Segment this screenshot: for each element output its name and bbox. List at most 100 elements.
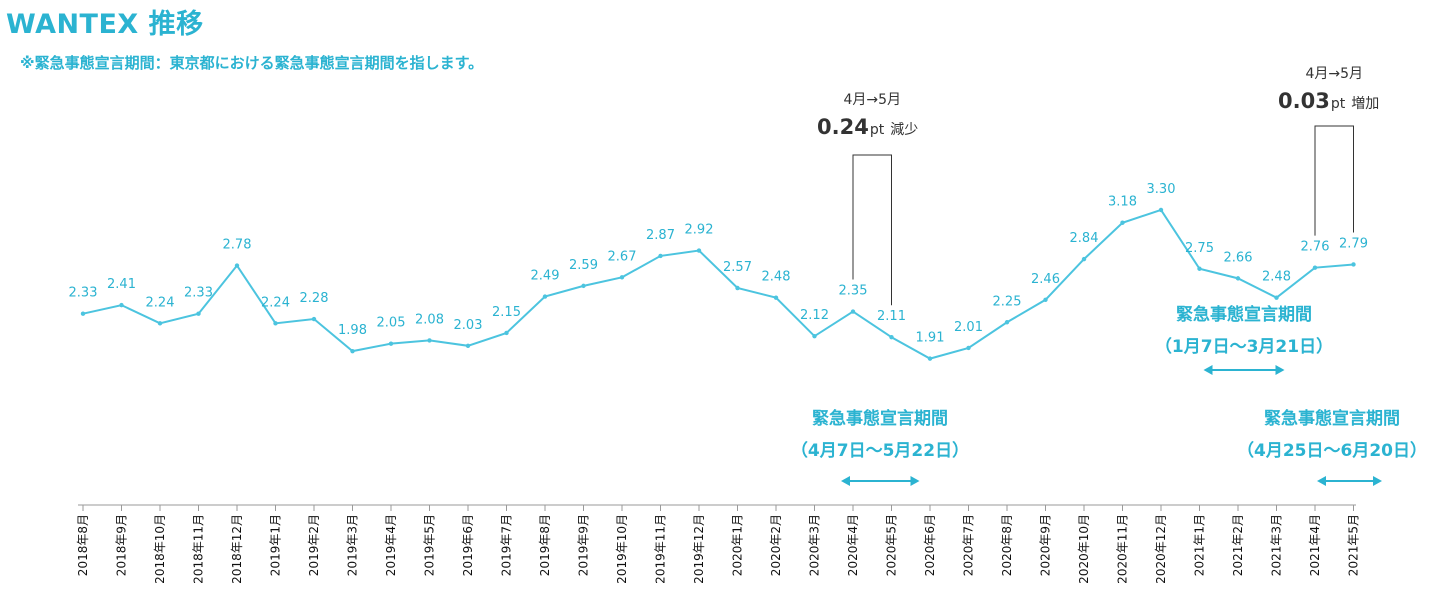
annotation-value: 0.03 — [1278, 89, 1330, 113]
x-tick-label: 2019年9月 — [577, 514, 591, 576]
x-tick-label: 2021年5月 — [1347, 514, 1361, 576]
annotation-direction: 減少 — [890, 121, 918, 138]
period-title: 緊急事態宣言期間 — [1264, 408, 1400, 429]
x-tick-label: 2020年10月 — [1077, 514, 1091, 584]
data-point — [850, 309, 856, 314]
data-label: 3.30 — [1147, 182, 1176, 197]
data-label: 2.92 — [685, 223, 714, 238]
data-point — [504, 330, 509, 336]
period-arrow-left — [1317, 476, 1326, 486]
period-range: （1月7日～3月21日） — [1155, 336, 1333, 357]
annotation-change: 0.03pt 増加 — [1278, 89, 1379, 113]
data-points — [80, 207, 1356, 361]
period-title: 緊急事態宣言期間 — [1176, 304, 1312, 325]
data-point — [1274, 295, 1279, 300]
data-point — [927, 356, 933, 361]
data-label: 2.46 — [1031, 272, 1060, 287]
data-label: 2.33 — [69, 286, 98, 301]
data-label: 2.33 — [184, 286, 213, 301]
data-label: 2.49 — [531, 269, 560, 284]
x-tick-label: 2020年8月 — [1000, 514, 1014, 576]
data-point — [1197, 266, 1202, 271]
data-label: 2.59 — [569, 258, 598, 273]
annotation-period: 4月→5月 — [1305, 66, 1363, 82]
x-tick-label: 2020年11月 — [1116, 514, 1130, 584]
x-tick-label: 2020年6月 — [923, 514, 937, 576]
period-arrow-right — [1373, 476, 1382, 486]
data-label: 2.08 — [415, 312, 444, 327]
data-point — [773, 295, 779, 300]
x-ticks — [82, 505, 1354, 511]
data-label: 2.11 — [877, 309, 906, 324]
data-label: 3.18 — [1108, 195, 1137, 210]
period-arrow-right — [1275, 365, 1285, 375]
data-point — [542, 294, 548, 299]
period-arrow-left — [841, 476, 850, 486]
data-label: 2.48 — [1262, 270, 1291, 285]
emergency-periods: 緊急事態宣言期間 （4月7日～5月22日） 緊急事態宣言期間 （1月7日～3月21日）… — [791, 304, 1427, 486]
x-tick-label: 2018年9月 — [115, 514, 129, 576]
annotation-bracket — [1314, 125, 1354, 236]
data-label: 2.12 — [800, 308, 829, 323]
period-range: （4月25日～6月20日） — [1237, 440, 1427, 461]
x-tick-label: 2019年7月 — [500, 514, 514, 576]
x-tick-label: 2019年3月 — [346, 514, 360, 576]
chart-title: WANTEX 推移 — [6, 9, 204, 40]
data-point — [966, 345, 971, 351]
x-tick-label: 2021年4月 — [1308, 514, 1322, 576]
x-tick-label: 2019年8月 — [538, 514, 552, 576]
data-label: 2.76 — [1301, 240, 1330, 255]
x-tick-label: 2020年12月 — [1154, 514, 1168, 584]
data-label: 2.84 — [1070, 231, 1099, 246]
data-label: 2.05 — [377, 316, 406, 331]
x-tick-label: 2019年4月 — [384, 514, 398, 576]
period-range: （4月7日～5月22日） — [791, 440, 969, 461]
data-point — [234, 263, 240, 268]
annotation-bracket — [852, 154, 892, 306]
x-tick-label: 2019年10月 — [615, 514, 629, 584]
data-point — [581, 283, 586, 289]
data-point — [619, 275, 625, 280]
data-point — [80, 311, 86, 316]
series-line — [82, 208, 1354, 360]
data-point — [196, 311, 201, 316]
data-point — [1081, 256, 1087, 262]
data-label: 2.24 — [146, 295, 175, 310]
data-point — [119, 302, 124, 308]
x-tick-label: 2020年5月 — [885, 514, 899, 576]
data-label: 2.25 — [993, 294, 1022, 309]
x-tick-label: 2020年3月 — [808, 514, 822, 576]
x-tick-label: 2021年1月 — [1193, 514, 1207, 576]
data-label: 2.66 — [1224, 250, 1253, 265]
data-point — [273, 321, 278, 326]
x-tick-label: 2018年12月 — [230, 514, 244, 584]
annotation-direction: 増加 — [1351, 96, 1379, 112]
x-tick-label: 2019年5月 — [423, 514, 437, 576]
annotation-value: 0.24 — [817, 115, 869, 139]
x-tick-label: 2020年7月 — [962, 514, 976, 576]
data-label: 2.57 — [723, 260, 752, 275]
data-point — [658, 253, 663, 259]
x-tick-label: 2019年11月 — [654, 514, 668, 584]
data-label: 2.35 — [839, 284, 868, 299]
x-tick-label: 2020年4月 — [846, 514, 860, 576]
x-tick-label: 2020年9月 — [1039, 514, 1053, 576]
data-label: 2.24 — [261, 295, 290, 310]
data-point — [311, 316, 317, 322]
data-point — [388, 341, 394, 346]
data-point — [696, 248, 702, 253]
data-point — [1351, 262, 1356, 267]
data-label: 2.03 — [454, 318, 483, 333]
data-point — [889, 335, 894, 340]
data-label: 2.01 — [954, 320, 983, 335]
period-arrow-left — [1203, 365, 1213, 375]
data-point — [465, 343, 471, 348]
chart-subtitle: ※緊急事態宣言期間：東京都における緊急事態宣言期間を指します。 — [20, 54, 484, 72]
x-tick-label: 2021年3月 — [1270, 514, 1284, 576]
data-point — [1004, 320, 1010, 325]
annotation-unit: pt — [1331, 96, 1346, 112]
data-label: 2.67 — [608, 249, 637, 264]
data-label: 2.28 — [300, 291, 329, 306]
